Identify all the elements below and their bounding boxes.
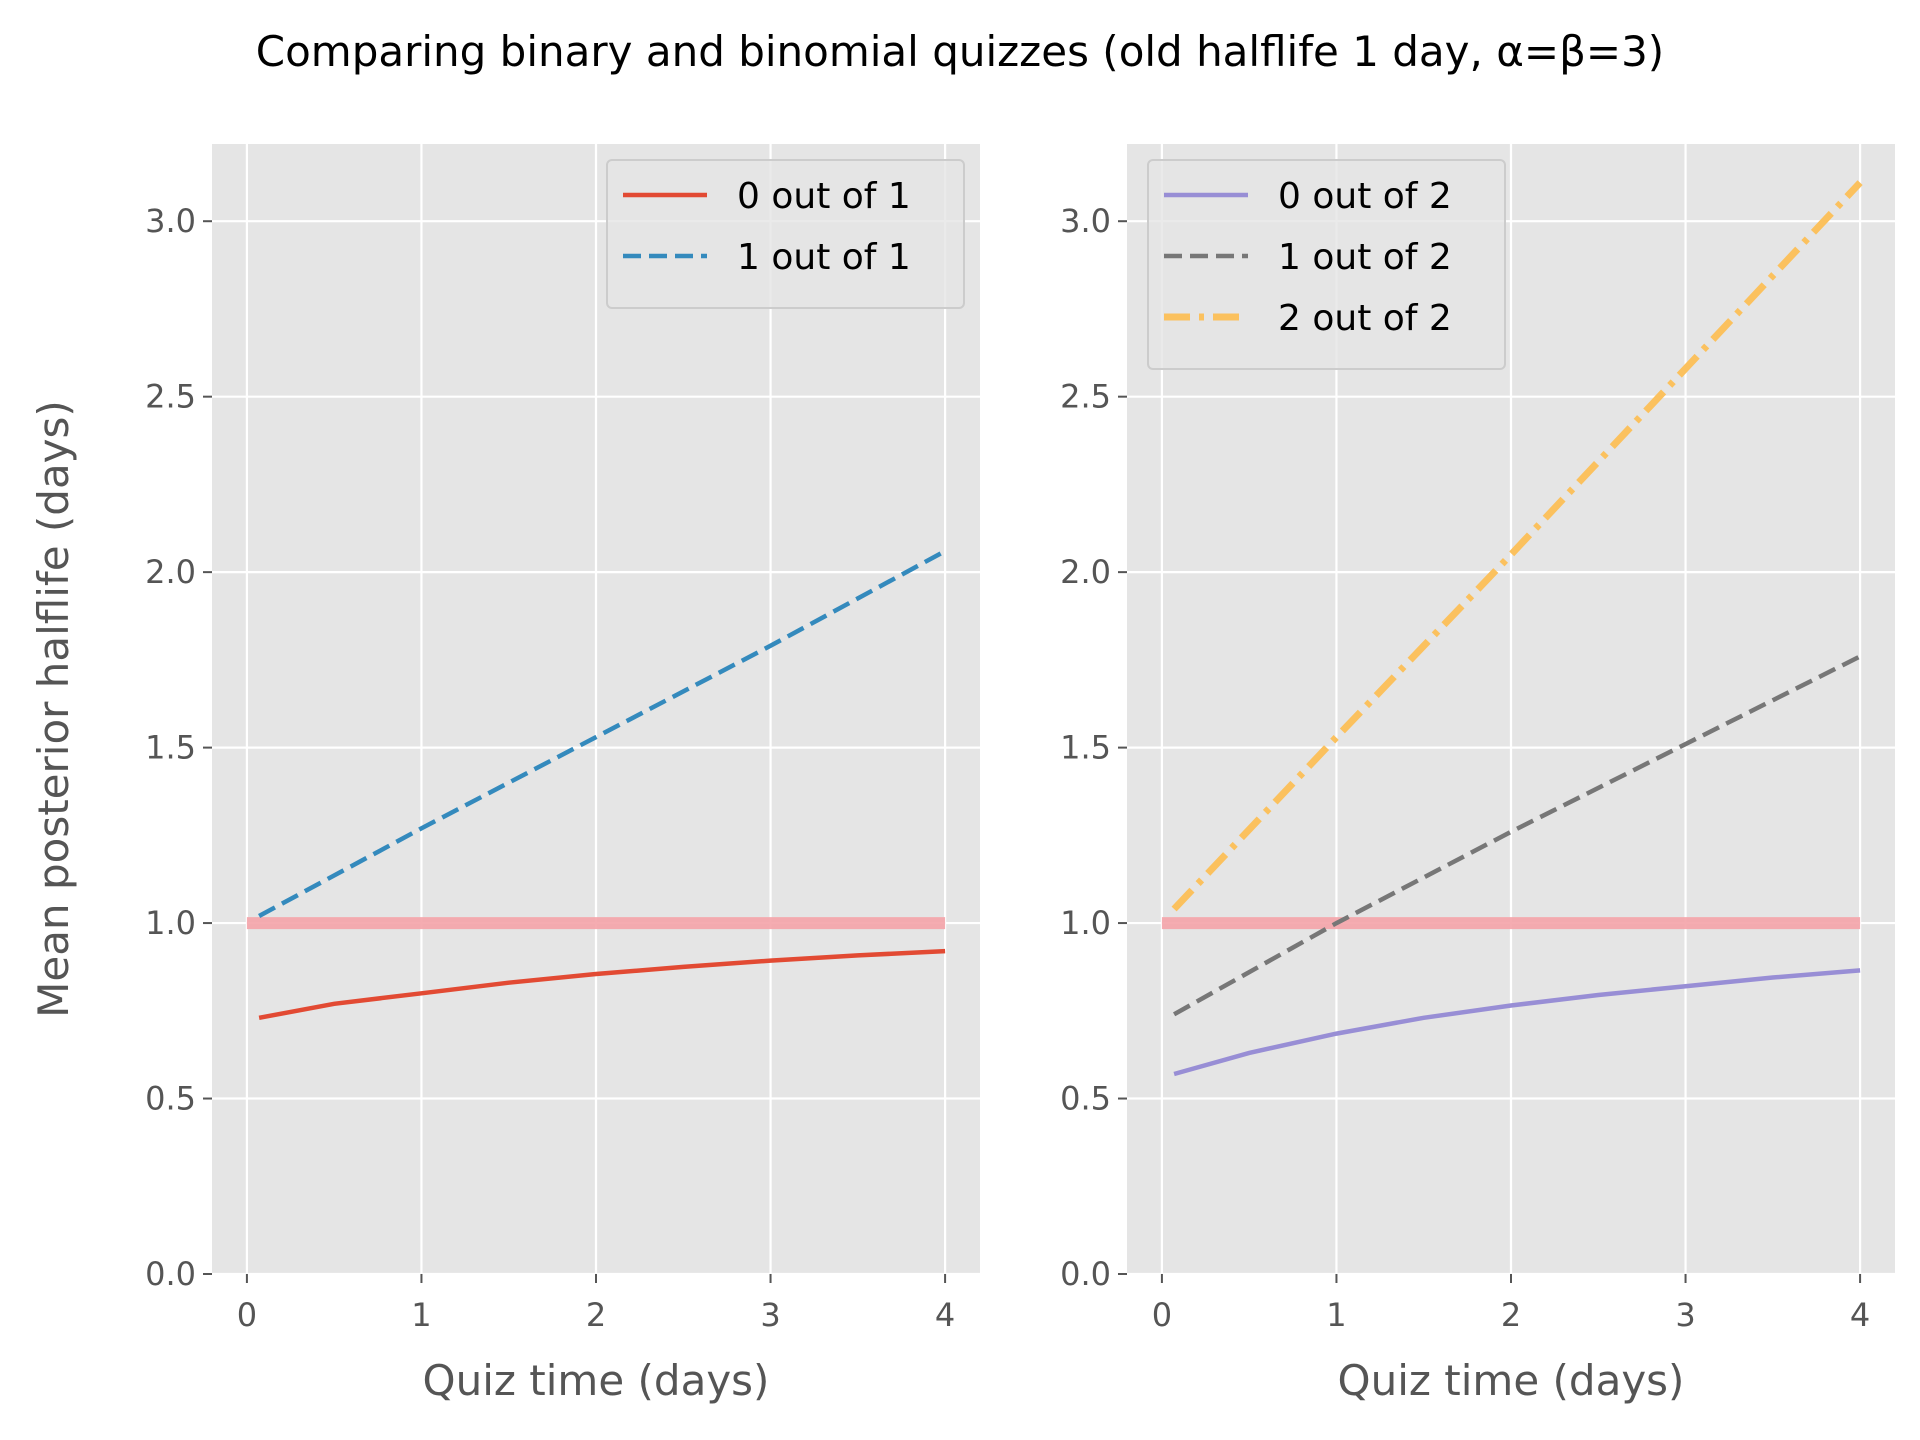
legend-label: 1 out of 1 xyxy=(737,237,911,278)
legend-label: 0 out of 2 xyxy=(1278,176,1452,217)
right-subplot: 0 1 2 3 4 0.0 0.5 1.0 1.5 2.0 2.5 3.0 Quiz time (day… xyxy=(1060,144,1895,1405)
x-tick-label: 4 xyxy=(1850,1296,1870,1334)
y-tick-label: 1.5 xyxy=(1060,729,1111,767)
y-tick-label: 2.0 xyxy=(1060,553,1111,591)
x-tick-label: 1 xyxy=(1326,1296,1346,1334)
y-tick-label: 2.5 xyxy=(145,378,196,416)
series-line xyxy=(1173,968,1861,1077)
y-tick-label: 3.0 xyxy=(145,202,196,240)
y-tick-label: 1.5 xyxy=(145,729,196,767)
x-tick-label: 3 xyxy=(760,1296,780,1334)
series-line xyxy=(1171,180,1863,912)
x-tick-label: 0 xyxy=(1152,1296,1172,1334)
y-axis-label: Mean posterior halflife (days) xyxy=(29,400,78,1018)
figure-title: Comparing binary and binomial quizzes (o… xyxy=(256,27,1664,76)
x-axis-label: Quiz time (days) xyxy=(423,1356,770,1405)
y-tick-label: 3.0 xyxy=(1060,202,1111,240)
y-tick-label: 0.0 xyxy=(145,1255,196,1293)
x-tick-label: 4 xyxy=(935,1296,955,1334)
y-tick-label: 2.0 xyxy=(145,553,196,591)
x-tick-label: 2 xyxy=(1501,1296,1521,1334)
legend-label: 0 out of 1 xyxy=(737,176,911,217)
legend-label: 2 out of 2 xyxy=(1278,298,1452,339)
legend-label: 1 out of 2 xyxy=(1278,237,1452,278)
x-axis-label: Quiz time (days) xyxy=(1338,1356,1685,1405)
y-tick-label: 1.0 xyxy=(1060,904,1111,942)
series-line xyxy=(258,549,947,918)
y-tick-label: 2.5 xyxy=(1060,378,1111,416)
left-subplot: 0 1 2 3 4 0.0 0.5 1.0 1.5 2.0 2.5 3.0 Quiz time (day… xyxy=(29,144,980,1405)
x-tick-label: 2 xyxy=(586,1296,606,1334)
series-line xyxy=(258,948,946,1021)
y-tick-label: 0.0 xyxy=(1060,1255,1111,1293)
x-tick-label: 0 xyxy=(237,1296,257,1334)
y-tick-label: 1.0 xyxy=(145,904,196,942)
x-tick-label: 3 xyxy=(1675,1296,1695,1334)
x-tick-label: 1 xyxy=(411,1296,431,1334)
y-tick-label: 0.5 xyxy=(145,1080,196,1118)
y-tick-label: 0.5 xyxy=(1060,1080,1111,1118)
